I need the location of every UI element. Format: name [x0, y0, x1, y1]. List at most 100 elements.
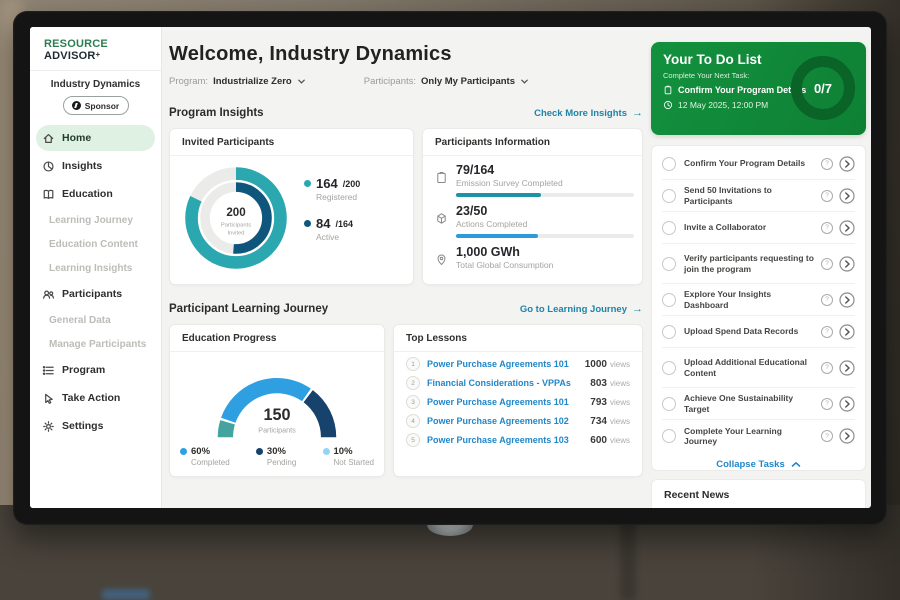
chevron-right-icon[interactable]	[839, 187, 855, 204]
program-value: Industrialize Zero	[213, 76, 292, 87]
chevron-right-icon[interactable]	[839, 291, 855, 308]
arrow-right-icon: →	[632, 107, 643, 119]
lesson-link[interactable]: Power Purchase Agreements 102	[427, 416, 569, 426]
nav-label: Home	[62, 132, 92, 144]
chevron-right-icon[interactable]	[839, 155, 855, 172]
lesson-link[interactable]: Power Purchase Agreements 101	[427, 359, 569, 369]
todo-subtitle: Complete Your Next Task:	[663, 71, 750, 80]
task-row[interactable]: Upload Additional Educational Content	[662, 348, 855, 388]
app-logo: RESOURCE ADVISOR+	[30, 27, 161, 71]
sidebar-item-home[interactable]: Home	[36, 125, 155, 151]
sidebar-item-general-data[interactable]: General Data	[36, 309, 155, 331]
info-icon[interactable]	[821, 157, 833, 170]
task-checkbox[interactable]	[662, 220, 676, 235]
task-row[interactable]: Explore Your Insights Dashboard	[662, 284, 855, 316]
lesson-link[interactable]: Power Purchase Agreements 103	[427, 435, 569, 445]
info-icon[interactable]	[821, 397, 833, 410]
lesson-rank: 3	[406, 395, 420, 409]
clock-icon	[664, 101, 672, 109]
task-checkbox[interactable]	[662, 429, 676, 443]
nav-label: Program	[62, 364, 106, 376]
sponsor-badge[interactable]: Sponsor	[62, 96, 129, 115]
progress-bar	[456, 234, 634, 238]
chevron-right-icon[interactable]	[839, 395, 855, 412]
clipboard-icon	[664, 85, 672, 95]
task-row[interactable]: Achieve One Sustainability Target	[662, 388, 855, 420]
collapse-label: Collapse Tasks	[716, 459, 785, 470]
chevron-right-icon[interactable]	[839, 255, 855, 272]
settings-icon	[43, 420, 54, 432]
location-pin-icon	[437, 254, 446, 266]
task-label: Send 50 Invitations to Participants	[684, 185, 772, 206]
lesson-link[interactable]: Financial Considerations - VPPAs	[427, 378, 571, 388]
task-row[interactable]: Complete Your Learning Journey	[662, 420, 855, 452]
lesson-link[interactable]: Power Purchase Agreements 101	[427, 397, 569, 407]
sidebar-item-insights[interactable]: Insights	[36, 153, 155, 179]
chevron-right-icon[interactable]	[839, 428, 855, 444]
info-icon[interactable]	[821, 361, 833, 374]
task-row[interactable]: Send 50 Invitations to Participants	[662, 180, 855, 212]
participants-dropdown[interactable]: Participants: Only My Participants	[364, 76, 529, 87]
task-checkbox[interactable]	[662, 360, 676, 375]
collapse-tasks-link[interactable]: Collapse Tasks	[662, 452, 855, 470]
education-icon	[43, 189, 54, 199]
info-icon[interactable]	[821, 189, 833, 202]
chevron-right-icon[interactable]	[839, 359, 855, 376]
task-row[interactable]: Invite a Collaborator	[662, 212, 855, 244]
active-count: 84	[316, 216, 331, 231]
participants-label: Participants:	[363, 76, 417, 87]
lesson-rank: 1	[406, 357, 420, 371]
check-more-insights-link[interactable]: Check More Insights →	[534, 107, 643, 119]
page-title: Welcome, Industry Dynamics	[169, 43, 452, 65]
task-checkbox[interactable]	[662, 156, 676, 171]
invited-participants-donut-chart: 200 Participants Invited	[185, 167, 287, 269]
background-blue-object	[102, 589, 150, 600]
info-icon[interactable]	[821, 221, 833, 234]
card-title: Education Progress	[170, 325, 384, 352]
legend-dot	[180, 448, 187, 455]
legend-pct: 10%	[333, 446, 353, 457]
task-label: Achieve One Sustainability Target	[684, 393, 794, 414]
task-row[interactable]: Verify participants requesting to join t…	[662, 244, 855, 284]
task-checkbox[interactable]	[662, 188, 676, 203]
chevron-right-icon[interactable]	[839, 219, 855, 236]
sidebar-item-learning-insights[interactable]: Learning Insights	[36, 257, 155, 279]
legend-completed: 60% Completed	[180, 446, 230, 467]
home-icon	[43, 133, 54, 143]
info-icon[interactable]	[821, 293, 833, 306]
task-checkbox[interactable]	[662, 256, 676, 271]
legend-dot	[304, 180, 311, 187]
registered-total: /200	[342, 178, 361, 189]
nav-label: Education	[62, 188, 113, 200]
task-checkbox[interactable]	[662, 396, 676, 411]
task-row[interactable]: Upload Spend Data Records	[662, 316, 855, 348]
sidebar-item-manage-participants[interactable]: Manage Participants	[36, 333, 155, 355]
sidebar-item-learning-journey[interactable]: Learning Journey	[36, 209, 155, 231]
program-dropdown[interactable]: Program: Industrialize Zero	[169, 76, 306, 87]
sidebar-item-education[interactable]: Education	[36, 181, 155, 207]
lesson-row: 4 Power Purchase Agreements 102 734 view…	[394, 409, 642, 428]
stat-label: Actions Completed	[456, 219, 528, 229]
info-icon[interactable]	[821, 325, 833, 338]
logo-plus: +	[95, 50, 101, 59]
sidebar-item-education-content[interactable]: Education Content	[36, 233, 155, 255]
lesson-row: 5 Power Purchase Agreements 103 600 view…	[394, 428, 642, 447]
sidebar-item-program[interactable]: Program	[36, 357, 155, 383]
registered-count: 164	[316, 176, 338, 191]
task-checkbox[interactable]	[662, 292, 676, 307]
sidebar-item-participants[interactable]: Participants	[36, 281, 155, 307]
chevron-right-icon[interactable]	[839, 323, 855, 340]
go-to-learning-journey-link[interactable]: Go to Learning Journey →	[520, 303, 643, 315]
task-checkbox[interactable]	[662, 324, 676, 339]
info-icon[interactable]	[821, 430, 833, 442]
task-row[interactable]: Confirm Your Program Details	[662, 148, 855, 180]
sidebar-item-take-action[interactable]: Take Action	[36, 385, 155, 411]
views-word: views	[609, 397, 630, 407]
sidebar-item-settings[interactable]: Settings	[36, 413, 155, 439]
donut-center-label: Invited	[227, 230, 244, 236]
invited-participants-card: Invited Participants 200 Participants In…	[169, 128, 414, 285]
nav-label: Take Action	[62, 392, 121, 404]
stat-label: Total Global Consumption	[456, 260, 554, 270]
legend-label: Not Started	[333, 458, 374, 467]
info-icon[interactable]	[821, 257, 833, 270]
